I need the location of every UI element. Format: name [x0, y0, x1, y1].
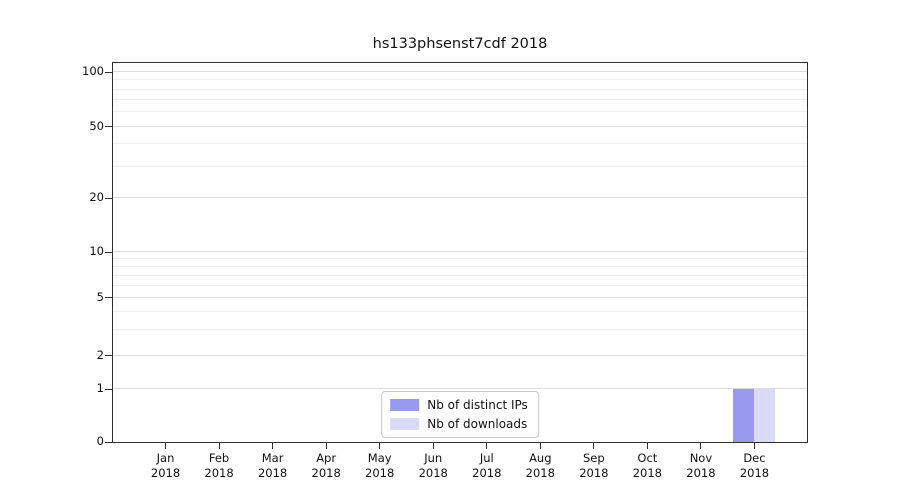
x-tick-month: Oct	[637, 451, 658, 465]
y-minor-gridline	[113, 274, 807, 276]
x-tick-label: Apr 2018	[298, 451, 354, 481]
x-tick-month: Jul	[479, 451, 494, 465]
y-gridline	[113, 354, 807, 356]
x-tick-month: Feb	[208, 451, 230, 465]
x-tick-label: May 2018	[352, 451, 408, 481]
x-tick-mark	[379, 443, 381, 449]
y-gridline	[113, 197, 807, 199]
x-tick-mark	[432, 443, 434, 449]
x-tick-year: 2018	[150, 466, 181, 480]
x-tick-month: May	[367, 451, 392, 465]
y-tick-mark	[105, 251, 112, 253]
x-tick-month: Jun	[424, 451, 443, 465]
bar-nb-of-distinct-ips-dec	[733, 389, 754, 442]
x-tick-label: Dec 2018	[726, 451, 782, 481]
x-tick-month: Aug	[529, 451, 552, 465]
x-tick-label: Sep 2018	[566, 451, 622, 481]
x-tick-mark	[753, 443, 755, 449]
x-tick-year: 2018	[311, 466, 341, 480]
y-tick-label: 50	[89, 118, 104, 133]
y-minor-gridline	[113, 111, 807, 113]
x-tick-label: Jan 2018	[138, 451, 194, 481]
y-gridline	[113, 125, 807, 127]
x-tick-month: Apr	[316, 451, 337, 465]
y-gridline	[113, 71, 807, 73]
y-gridline	[113, 251, 807, 253]
chart-title: hs133phsenst7cdf 2018	[372, 36, 548, 52]
y-minor-gridline	[113, 328, 807, 330]
x-tick-mark	[646, 443, 648, 449]
legend-swatch-distinct-ips	[390, 399, 420, 411]
y-tick-mark	[105, 355, 112, 357]
y-tick-label: 1	[96, 381, 104, 396]
y-tick-mark	[105, 71, 112, 73]
y-tick-label: 10	[89, 244, 104, 259]
y-tick-mark	[105, 126, 112, 128]
plot-area: Nb of distinct IPs Nb of downloads	[112, 62, 808, 443]
y-tick-label: 0	[96, 434, 104, 448]
x-tick-mark	[165, 443, 167, 449]
x-tick-label: Jul 2018	[459, 451, 515, 481]
y-minor-gridline	[113, 99, 807, 101]
y-minor-gridline	[113, 165, 807, 167]
x-tick-year: 2018	[204, 466, 234, 480]
x-tick-month: Mar	[261, 451, 284, 465]
x-tick-mark	[272, 443, 274, 449]
y-minor-gridline	[113, 143, 807, 145]
x-tick-mark	[539, 443, 541, 449]
x-tick-mark	[218, 443, 220, 449]
y-tick-mark	[105, 388, 112, 390]
x-tick-label: Oct 2018	[619, 451, 675, 481]
x-tick-year: 2018	[525, 466, 555, 480]
y-gridline	[113, 296, 807, 298]
x-tick-label: Jun 2018	[405, 451, 461, 481]
x-tick-mark	[700, 443, 702, 449]
x-tick-mark	[593, 443, 595, 449]
bar-nb-of-downloads-dec	[754, 389, 775, 442]
x-tick-month: Jan	[156, 451, 175, 465]
y-minor-gridline	[113, 265, 807, 267]
x-tick-month: Dec	[743, 451, 766, 465]
x-tick-year: 2018	[579, 466, 609, 480]
y-minor-gridline	[113, 79, 807, 81]
legend-label-distinct-ips: Nb of distinct IPs	[427, 398, 528, 412]
x-tick-year: 2018	[257, 466, 288, 480]
y-tick-mark	[105, 441, 112, 443]
x-tick-year: 2018	[418, 466, 448, 480]
y-gridline	[113, 388, 807, 390]
x-tick-year: 2018	[365, 466, 395, 480]
x-tick-year: 2018	[739, 466, 770, 480]
legend-item-distinct-ips: Nb of distinct IPs	[390, 398, 528, 412]
x-tick-month: Sep	[583, 451, 605, 465]
y-tick-mark	[105, 297, 112, 299]
y-minor-gridline	[113, 258, 807, 259]
x-tick-label: Feb 2018	[191, 451, 247, 481]
y-minor-gridline	[113, 310, 807, 312]
x-tick-year: 2018	[632, 466, 663, 480]
x-tick-year: 2018	[472, 466, 502, 480]
legend-swatch-downloads	[390, 418, 420, 430]
y-tick-mark	[105, 197, 112, 199]
x-tick-year: 2018	[686, 466, 716, 480]
y-tick-label: 100	[82, 64, 104, 79]
y-minor-gridline	[113, 88, 807, 90]
legend-item-downloads: Nb of downloads	[390, 417, 528, 431]
x-tick-mark	[486, 443, 488, 449]
legend-label-downloads: Nb of downloads	[427, 417, 528, 431]
y-tick-label: 20	[89, 190, 104, 205]
x-tick-month: Nov	[689, 451, 713, 465]
x-tick-label: Mar 2018	[245, 451, 301, 481]
x-tick-label: Aug 2018	[512, 451, 568, 481]
y-tick-label: 5	[96, 289, 104, 304]
legend: Nb of distinct IPs Nb of downloads	[381, 391, 539, 438]
y-tick-label: 2	[96, 347, 104, 362]
x-tick-label: Nov 2018	[673, 451, 729, 481]
x-tick-mark	[325, 443, 327, 449]
y-minor-gridline	[113, 284, 807, 286]
